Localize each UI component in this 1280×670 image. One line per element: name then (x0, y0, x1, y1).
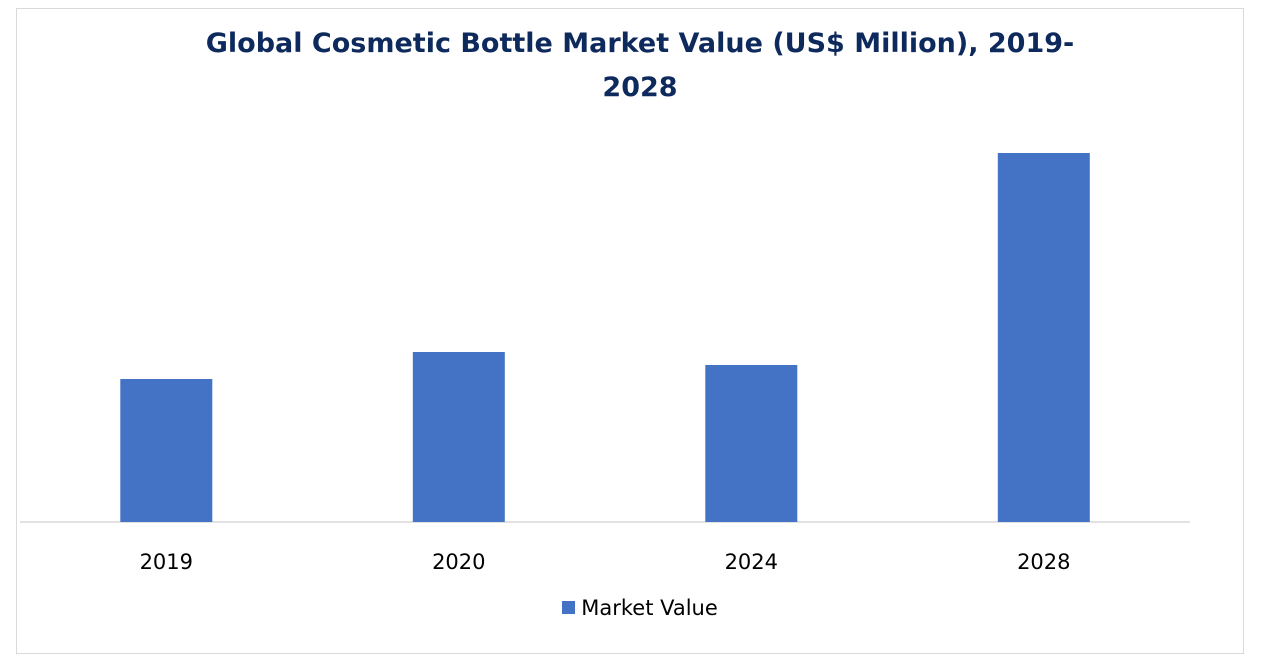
bar-2019 (120, 379, 213, 522)
chart-title-line-1: Global Cosmetic Bottle Market Value (US$… (205, 28, 1075, 59)
chart-title: Global Cosmetic Bottle Market Value (US$… (0, 22, 1280, 110)
x-tick-label-2019: 2019 (140, 550, 193, 574)
legend-swatch (562, 601, 576, 614)
bar-2024 (705, 365, 798, 522)
x-tick-label-2020: 2020 (432, 550, 485, 574)
bar-2020 (412, 352, 505, 522)
bar-2028 (997, 153, 1090, 522)
chart-title-line-2: 2028 (602, 72, 678, 103)
x-tick-label-2028: 2028 (1017, 550, 1070, 574)
x-tick-label-2024: 2024 (725, 550, 778, 574)
legend: Market Value (0, 596, 1280, 620)
legend-label: Market Value (581, 596, 718, 620)
